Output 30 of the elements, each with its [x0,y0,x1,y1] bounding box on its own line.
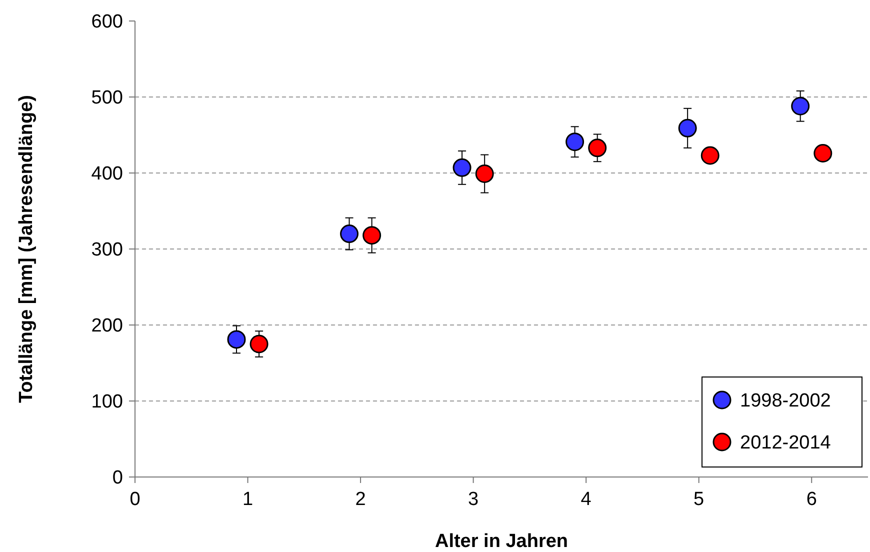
x-tick-label: 1 [242,489,254,510]
x-tick-label: 0 [130,489,140,510]
x-tick-label: 2 [355,489,366,510]
legend-label: 1998-2002 [740,390,831,412]
point [340,224,359,244]
point [227,330,246,349]
y-tick-label: 200 [91,316,123,337]
point [452,158,472,177]
y-tick-label: 400 [91,164,123,185]
x-tick-label: 6 [806,489,817,510]
point [700,146,720,165]
y-tick-label: 500 [91,88,123,109]
y-tick-label: 600 [91,12,123,33]
point [362,226,382,245]
legend-label: 2012-2014 [740,432,832,454]
y-tick-label: 0 [112,468,123,489]
x-tick-label: 5 [694,489,704,510]
y-tick-label: 300 [91,240,123,261]
point [475,164,494,184]
point [250,334,268,354]
point [566,132,584,152]
y-axis-title: Totallänge [mm] (Jahresendlänge) [16,95,37,403]
x-axis-title: Alter in Jahren [434,531,568,552]
point [791,96,810,116]
point [814,144,832,162]
x-tick-label: 4 [580,489,592,510]
point [678,118,697,138]
y-tick-label: 100 [91,392,123,413]
x-tick-label: 3 [468,489,479,510]
point [588,138,607,158]
